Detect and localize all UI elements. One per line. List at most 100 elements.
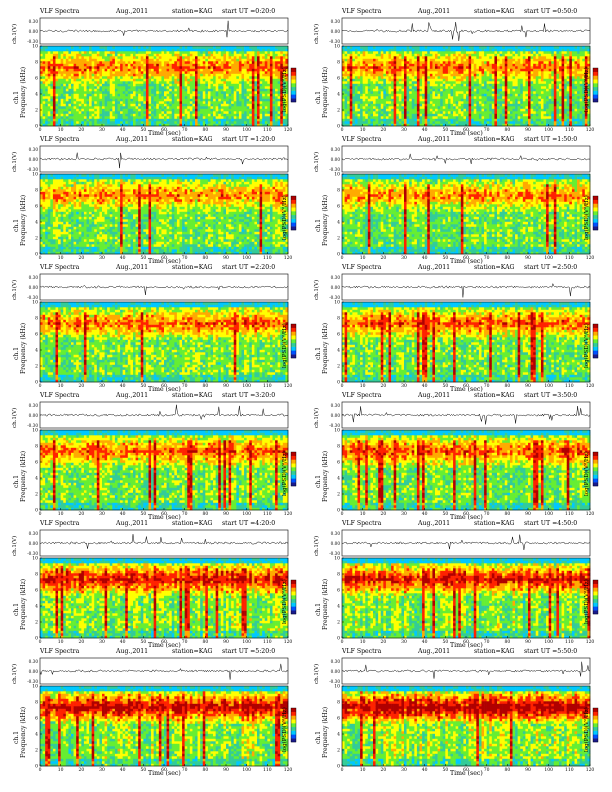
- x-tick-label: 40: [120, 255, 126, 261]
- voltage-trace: [39, 663, 289, 680]
- trace-tick-label: 0.30: [331, 19, 341, 24]
- panel-month: Aug.,2011: [116, 8, 148, 15]
- panel-header: VLF Spectra Aug.,2011 station=KAG start UT …: [8, 264, 298, 273]
- x-tick-label: 60: [161, 767, 167, 773]
- x-tick-label: 70: [182, 511, 188, 517]
- x-tick-label: 10: [360, 255, 366, 261]
- x-tick-label: 40: [422, 127, 428, 133]
- trace-tick-label: 0.00: [29, 541, 39, 546]
- panel-start-time: start UT =5:50:0: [524, 648, 577, 655]
- colorbar-segment: [291, 203, 296, 208]
- trace-y-label: ch.1(V): [12, 408, 18, 428]
- x-tick-label: 90: [223, 767, 229, 773]
- panel-start-time: start UT =1:50:0: [524, 136, 577, 143]
- colorbar-segment: [291, 482, 296, 487]
- y-tick-label: 4: [337, 348, 340, 354]
- trace-y-label: ch.1(V): [314, 152, 320, 172]
- colorbar-segment: [593, 452, 598, 456]
- colorbar-segment: [593, 474, 598, 479]
- x-tick-label: 0: [39, 511, 42, 517]
- x-tick-label: 40: [120, 127, 126, 133]
- trace-frame: [341, 17, 591, 45]
- panel-station: station=KAG: [172, 648, 213, 655]
- voltage-trace: [341, 282, 591, 298]
- panel-header: VLF Spectra Aug.,2011 station=KAG start UT …: [310, 136, 600, 145]
- colorbar-segment: [593, 610, 598, 615]
- colorbar-segment: [593, 482, 598, 487]
- colorbar-frame: [592, 451, 599, 487]
- colorbar-frame: [592, 707, 599, 743]
- colorbar-frame: [290, 67, 297, 103]
- y-tick-label: 6: [35, 460, 38, 466]
- colorbar-label: log(PSD)(V²/Hz): [282, 67, 288, 112]
- panel-title: VLF Spectra: [40, 648, 79, 655]
- x-tick-label: 110: [565, 511, 574, 517]
- colorbar-segment: [291, 474, 296, 479]
- trace-tick-label: 0.00: [331, 29, 341, 34]
- x-tick-label: 40: [120, 383, 126, 389]
- colorbar-segment: [593, 354, 598, 359]
- panel-month: Aug.,2011: [116, 264, 148, 271]
- spectrogram-cells: [40, 46, 289, 127]
- panel-start-time: start UT =3:20:0: [222, 392, 275, 399]
- y-tick-label: 10: [32, 300, 38, 306]
- x-tick-label: 90: [525, 255, 531, 261]
- y-tick-label: 8: [337, 572, 340, 578]
- x-tick-label: 80: [202, 383, 208, 389]
- trace-tick-label: 0.30: [29, 275, 39, 280]
- trace-frame: [341, 529, 591, 557]
- colorbar-segment: [593, 715, 598, 720]
- x-tick-label: 50: [140, 767, 146, 773]
- colorbar-segment: [291, 610, 296, 615]
- trace-tick-label: 0.30: [331, 147, 341, 152]
- colorbar-segment: [291, 75, 296, 80]
- x-axis-label: Time (sec): [450, 642, 483, 649]
- colorbar-segment: [291, 459, 296, 464]
- x-tick-label: 0: [39, 639, 42, 645]
- colorbar-segment: [593, 470, 598, 475]
- colorbar-segment: [291, 734, 296, 739]
- x-tick-label: 40: [422, 255, 428, 261]
- x-tick-label: 110: [263, 127, 272, 133]
- x-tick-label: 80: [202, 511, 208, 517]
- colorbar-segment: [291, 199, 296, 204]
- colorbar-segment: [291, 723, 296, 728]
- voltage-trace: [39, 20, 289, 38]
- panel-start-time: start UT =4:20:0: [222, 520, 275, 527]
- x-tick-label: 20: [78, 639, 84, 645]
- trace-tick-label: 0.00: [29, 157, 39, 162]
- trace-tick-label: 0.00: [331, 541, 341, 546]
- spectrogram-cells: [342, 558, 591, 639]
- x-tick-label: 120: [284, 255, 293, 261]
- trace-tick-label: -0.30: [27, 423, 38, 428]
- trace-frame: [341, 657, 591, 685]
- x-axis-label: Time (sec): [450, 130, 483, 137]
- colorbar-segment: [291, 350, 296, 355]
- x-tick-label: 110: [263, 511, 272, 517]
- x-tick-label: 30: [401, 255, 407, 261]
- y-tick-label: 0: [337, 124, 340, 130]
- x-tick-label: 60: [161, 127, 167, 133]
- x-tick-label: 20: [78, 767, 84, 773]
- colorbar-frame: [290, 323, 297, 359]
- x-tick-label: 100: [242, 127, 251, 133]
- colorbar-segment: [593, 467, 598, 472]
- colorbar-segment: [291, 467, 296, 472]
- colorbar-segment: [593, 331, 598, 336]
- colorbar-segment: [291, 207, 296, 212]
- colorbar-segment: [291, 726, 296, 731]
- x-tick-label: 10: [58, 127, 64, 133]
- colorbar-segment: [593, 339, 598, 344]
- panel-station: station=KAG: [172, 392, 213, 399]
- colorbar-segment: [291, 218, 296, 223]
- y-tick-label: 8: [337, 316, 340, 322]
- trace-frame: [341, 273, 591, 301]
- y-tick-label: 0: [35, 124, 38, 130]
- x-tick-label: 100: [544, 383, 553, 389]
- y-tick-label: 4: [337, 604, 340, 610]
- colorbar-segment: [593, 719, 598, 724]
- y-tick-label: 10: [32, 556, 38, 562]
- x-tick-label: 90: [525, 639, 531, 645]
- colorbar-frame: [592, 195, 599, 231]
- panel-month: Aug.,2011: [418, 392, 450, 399]
